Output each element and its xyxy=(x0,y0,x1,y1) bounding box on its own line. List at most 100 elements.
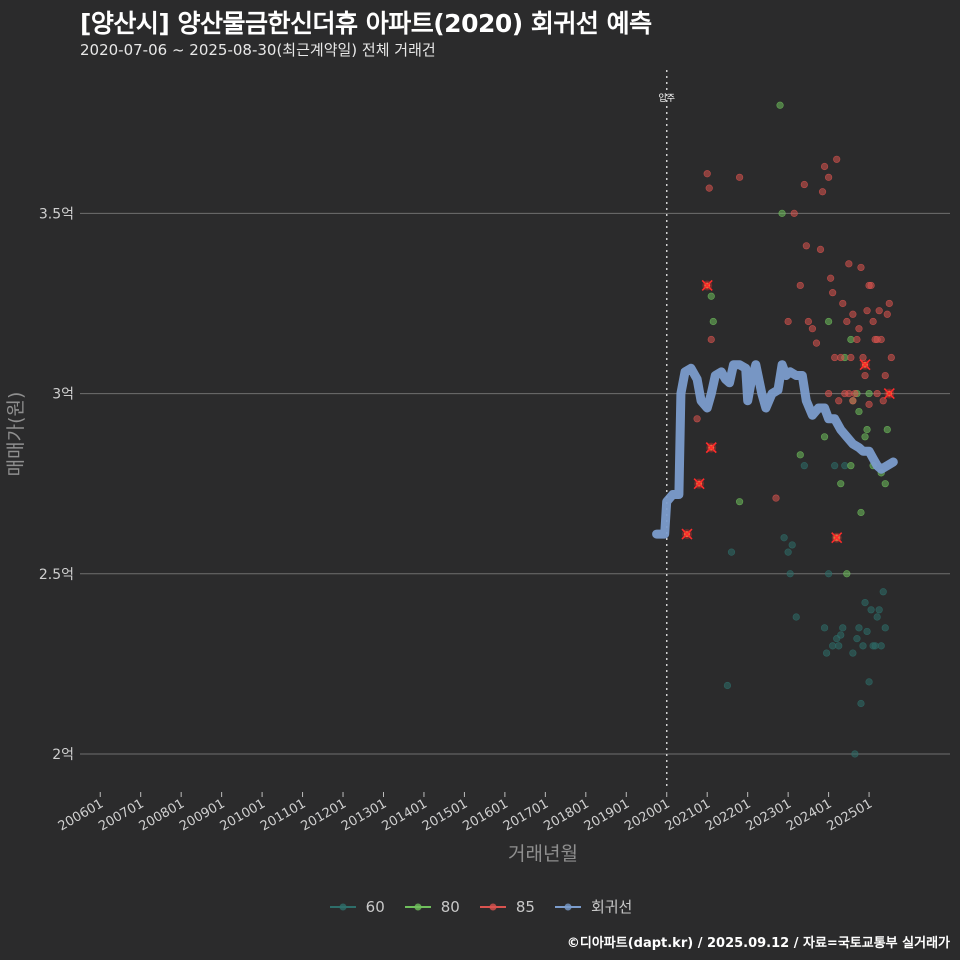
x-tick-label: 202301 xyxy=(744,796,794,834)
data-point-85 xyxy=(808,325,817,333)
legend-key-icon xyxy=(329,903,356,910)
legend-label: 60 xyxy=(365,897,385,916)
data-point-60 xyxy=(875,606,883,614)
data-point-80 xyxy=(865,389,873,398)
data-point-60 xyxy=(829,642,837,650)
x-tick-label: 202401 xyxy=(784,796,834,834)
x-tick-label: 201801 xyxy=(541,796,591,834)
axis-layer: 2억 2.5억 3억 3.5억 2006012007012008012009012010… xyxy=(5,206,875,865)
data-point-85 xyxy=(703,170,711,178)
data-point-85 xyxy=(861,371,869,380)
data-point-85 xyxy=(859,353,867,362)
data-point-60 xyxy=(879,588,887,596)
data-point-85 xyxy=(847,353,855,362)
data-point-85 xyxy=(825,173,833,181)
data-point-60 xyxy=(835,642,843,650)
data-point-85 xyxy=(693,415,701,423)
data-point-85 xyxy=(869,317,877,326)
data-point-60 xyxy=(873,613,881,621)
x-tick-label: 201101 xyxy=(258,796,308,834)
highlight-x-mark xyxy=(681,528,693,540)
x-tick-label: 201301 xyxy=(339,796,389,834)
x-axis-title: 거래년월 xyxy=(508,843,578,865)
data-point-60 xyxy=(865,678,873,686)
data-point-85 xyxy=(863,307,871,315)
data-point-85 xyxy=(820,162,829,171)
data-point-60 xyxy=(853,635,861,643)
x-tick-label: 202101 xyxy=(663,796,713,834)
legend-key-icon xyxy=(479,903,506,910)
data-point-60 xyxy=(841,462,849,470)
y-tick-label: 2.5억 xyxy=(39,567,74,583)
data-point-60 xyxy=(723,681,732,690)
data-point-85 xyxy=(831,353,839,362)
data-point-60 xyxy=(800,462,808,470)
highlight-x-mark xyxy=(701,279,713,292)
data-point-60 xyxy=(857,699,865,708)
data-point-80 xyxy=(861,433,869,441)
data-point-85 xyxy=(845,260,853,268)
data-point-80 xyxy=(778,209,786,217)
data-point-60 xyxy=(863,627,871,636)
data-point-60 xyxy=(867,606,875,614)
regression-layer xyxy=(652,360,898,539)
data-point-80 xyxy=(855,407,863,416)
data-point-85 xyxy=(825,389,833,398)
x-tick-label: 202201 xyxy=(703,796,753,834)
data-point-60 xyxy=(792,613,800,621)
data-point-60 xyxy=(727,548,736,556)
data-point-85 xyxy=(865,400,873,408)
data-point-60 xyxy=(784,548,792,556)
data-point-60 xyxy=(780,534,788,542)
data-point-85 xyxy=(873,335,881,344)
data-point-80 xyxy=(709,317,717,326)
data-point-85 xyxy=(833,155,841,163)
legend-item: 80 xyxy=(403,897,460,917)
x-tick-label: 201601 xyxy=(460,796,510,834)
highlight-x-mark xyxy=(693,478,705,490)
data-point-85 xyxy=(800,180,808,189)
data-point-80 xyxy=(883,426,891,434)
data-point-80 xyxy=(796,451,804,459)
data-point-60 xyxy=(877,642,885,650)
y-axis-title: 매매가(원) xyxy=(5,392,27,477)
data-point-85 xyxy=(816,245,825,254)
data-point-60 xyxy=(825,570,833,578)
data-point-85 xyxy=(843,317,851,326)
data-point-85 xyxy=(849,397,857,405)
data-point-85 xyxy=(879,397,887,405)
data-point-85 xyxy=(829,289,837,297)
data-point-85 xyxy=(883,310,891,318)
highlight-layer xyxy=(681,279,895,544)
data-point-85 xyxy=(802,242,810,250)
y-tick-label: 3.5억 xyxy=(39,206,74,222)
data-point-80 xyxy=(707,292,715,300)
data-point-60 xyxy=(839,624,847,632)
data-point-60 xyxy=(849,649,857,657)
legend-label: 80 xyxy=(440,897,460,916)
data-point-80 xyxy=(847,462,855,470)
annotation-layer: 입주 xyxy=(658,70,675,790)
data-point-60 xyxy=(820,624,829,632)
data-point-85 xyxy=(812,339,821,347)
legend-key-icon xyxy=(554,903,581,910)
data-point-80 xyxy=(881,480,889,488)
x-tick-label: 202001 xyxy=(622,796,672,834)
data-point-60 xyxy=(786,570,794,578)
data-point-85 xyxy=(857,263,865,272)
data-point-85 xyxy=(835,397,843,405)
data-point-85 xyxy=(837,353,845,362)
legend-label: 85 xyxy=(515,897,535,916)
points-layer xyxy=(693,101,895,758)
x-tick-label: 201001 xyxy=(218,796,268,834)
data-point-60 xyxy=(837,631,845,639)
y-tick-label: 2억 xyxy=(52,747,74,763)
data-point-85 xyxy=(887,353,895,362)
data-point-85 xyxy=(707,335,715,344)
regression-line xyxy=(652,360,898,539)
legend-item: 회귀선 xyxy=(553,896,632,917)
data-point-80 xyxy=(847,335,855,344)
data-point-85 xyxy=(818,188,827,196)
x-tick-label: 202501 xyxy=(825,796,875,834)
data-point-85 xyxy=(705,184,713,192)
